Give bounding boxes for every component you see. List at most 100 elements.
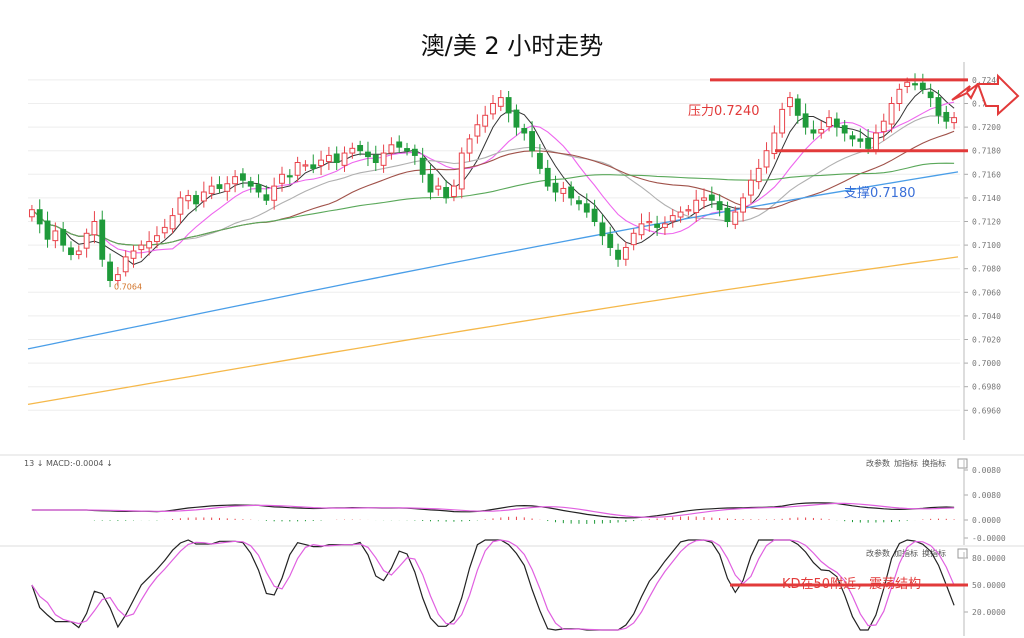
low-marker-label: 0.7064 (114, 283, 142, 292)
candle-body (372, 154, 379, 164)
candle-body (576, 200, 582, 205)
candle-body (591, 208, 598, 222)
candle-body (279, 173, 285, 184)
ma60-line (31, 162, 955, 246)
kd-btn-1[interactable]: 加指标 (894, 548, 918, 558)
candle-body (505, 97, 512, 114)
candle-body (91, 221, 98, 236)
kd-btn-2[interactable]: 换指标 (922, 548, 946, 558)
candle-body (490, 103, 496, 115)
macd-tick-label: 0.0000 (972, 516, 1001, 525)
candle-body (873, 132, 879, 151)
candle-body (263, 194, 270, 201)
kd-btn-0[interactable]: 改参数 (866, 548, 890, 558)
y-tick-label: 0.7120 (972, 218, 1001, 227)
candle-body (841, 125, 848, 134)
candle-body (99, 219, 106, 260)
candle-body (208, 185, 215, 194)
candle-body (255, 184, 262, 193)
candle-body (599, 222, 606, 237)
candle-body (888, 103, 895, 125)
candle-body (935, 97, 942, 116)
candle-body (294, 162, 301, 176)
candle-body (458, 152, 465, 190)
candle-body (232, 176, 239, 185)
ma250-line (27, 256, 959, 406)
candle-body (482, 114, 489, 127)
macd-btn-2[interactable]: 换指标 (922, 458, 946, 468)
candle-body (513, 109, 520, 128)
candle-body (763, 150, 770, 168)
candle-body (716, 201, 723, 211)
macd-panel: 13 ↓ MACD:-0.0004 ↓ 改参数 加指标 换指标 0.0080 0.0080… (0, 454, 1024, 545)
candle-body (239, 173, 246, 181)
candle-body (341, 152, 348, 166)
candle-body (919, 82, 926, 90)
macd-tick-label: -0.0000 (972, 534, 1006, 543)
candle-body (52, 230, 59, 242)
candle-body (583, 203, 590, 213)
candle-body (247, 181, 254, 187)
arrow-up-icon (951, 83, 979, 101)
candle-body (912, 83, 918, 86)
candle-body (646, 221, 653, 224)
candle-body (193, 195, 199, 205)
candle-body (68, 247, 74, 256)
y-tick-label: 0.6960 (972, 406, 1001, 415)
candle-body (544, 167, 551, 187)
candle-body (497, 97, 504, 107)
candle-body (325, 154, 332, 163)
candle-body (771, 132, 778, 155)
kd-tick-label: 50.0000 (972, 581, 1006, 590)
candle-body (740, 197, 747, 213)
chart-title: 澳/美 2 小时走势 (420, 32, 604, 60)
candle-body (130, 250, 137, 259)
y-tick-label: 0.6980 (972, 383, 1001, 392)
macd-tick-label: 0.0080 (972, 491, 1001, 500)
candle-body (732, 211, 739, 225)
kd-panel: 改参数 加指标 换指标 80.0000 50.0000 20.0000 KD在50附近，震荡… (0, 539, 1024, 636)
arrow-right-icon (976, 73, 1020, 117)
macd-btn-1[interactable]: 加指标 (894, 458, 918, 468)
y-tick-label: 0.7040 (972, 312, 1001, 321)
candle-body (669, 215, 676, 222)
candle-body (787, 97, 793, 108)
candle-body (615, 249, 621, 260)
candle-body (44, 220, 51, 240)
candle-body (443, 187, 450, 199)
candle-body (114, 274, 121, 282)
candle-body (560, 187, 567, 194)
candle-body (28, 209, 35, 218)
candle-body (755, 167, 762, 183)
kd-tick-label: 20.0000 (972, 608, 1006, 617)
candle-body (224, 183, 231, 192)
candle-body (701, 197, 707, 201)
candle-body (435, 185, 442, 190)
candle-body (685, 209, 692, 212)
y-tick-label: 0.7140 (972, 194, 1001, 203)
moving-averages (27, 88, 959, 406)
candle-body (396, 141, 403, 148)
candle-body (622, 246, 629, 260)
candle-body (833, 118, 840, 128)
candle-body (177, 197, 184, 215)
kd-annotation: KD在50附近，震荡结构 (782, 577, 921, 592)
candle-body (521, 128, 528, 134)
candle-body (529, 131, 535, 152)
macd-btn-0[interactable]: 改参数 (866, 458, 890, 468)
candle-body (662, 223, 668, 228)
candle-body (419, 157, 426, 175)
candle-body (896, 88, 903, 104)
candle-body (779, 108, 786, 134)
candle-body (849, 135, 856, 140)
candle-body (693, 199, 700, 214)
candle-body (677, 211, 684, 218)
candle-body (818, 128, 825, 134)
candle-body (826, 117, 832, 128)
y-tick-label: 0.7000 (972, 359, 1001, 368)
candle-body (747, 179, 754, 196)
y-tick-label: 0.7240 (972, 76, 1001, 85)
candle-body (607, 233, 614, 248)
candle-body (568, 186, 575, 199)
